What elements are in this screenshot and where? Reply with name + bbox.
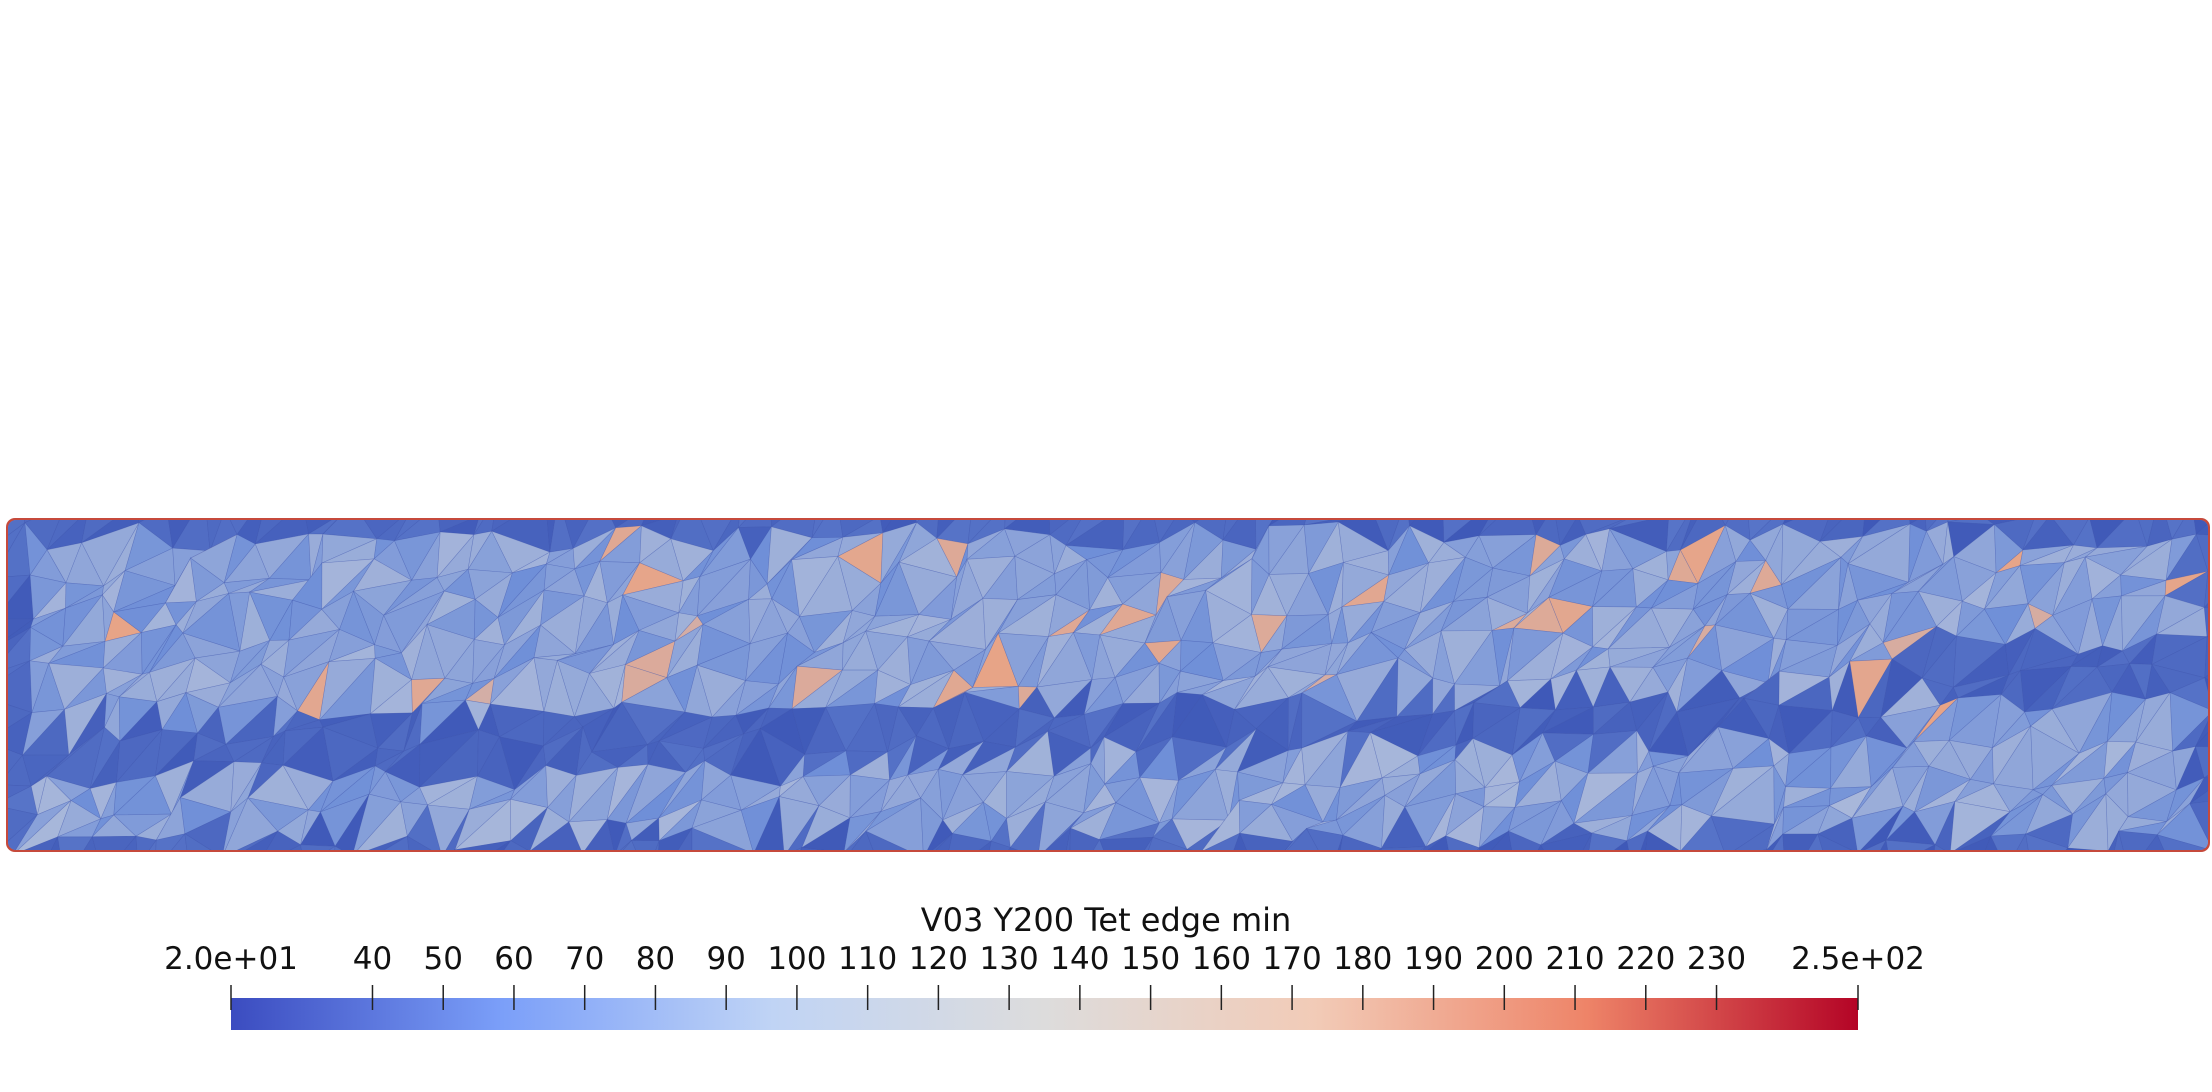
colorbar-tick-label-70: 70	[564, 941, 605, 977]
colorbar-tick-label-90: 90	[706, 941, 746, 977]
colorbar-tick-label-60: 60	[494, 941, 534, 977]
tet-mesh-surface	[8, 520, 2208, 850]
colorbar-tick-label-50: 50	[423, 941, 463, 977]
colorbar-tick-label-160: 160	[1191, 941, 1251, 977]
colorbar-tick-label-110: 110	[838, 941, 898, 977]
colorbar-tick-label-120: 120	[908, 941, 968, 977]
colorbar-tick-label-150: 150	[1121, 941, 1181, 977]
colorbar-tick-label-130: 130	[979, 941, 1039, 977]
colorbar-tick-label-100: 100	[767, 941, 827, 977]
colorbar-tick-label-140: 140	[1050, 941, 1110, 977]
colorbar-tick-label-40: 40	[352, 941, 393, 977]
colorbar-tick-marks	[230, 985, 1859, 1010]
colorbar-tick-label-190: 190	[1403, 941, 1464, 977]
colorbar-tick-label-200: 200	[1474, 941, 1534, 977]
colorbar-tick-label-80: 80	[635, 941, 676, 977]
colorbar-tick-label-230: 230	[1686, 941, 1747, 977]
colorbar-tick-label-220: 220	[1616, 941, 1676, 977]
colorbar-tick-label-170: 170	[1262, 941, 1322, 977]
colorbar-min-label: 2.0e+01	[164, 941, 298, 977]
colorbar-gradient	[231, 998, 1858, 1030]
colorbar-max-label: 2.5e+02	[1791, 941, 1925, 977]
colorbar-tick-label-210: 210	[1545, 941, 1605, 977]
colorbar-title: V03 Y200 Tet edge min	[920, 901, 1292, 939]
colorbar-tick-label-180: 180	[1333, 941, 1393, 977]
